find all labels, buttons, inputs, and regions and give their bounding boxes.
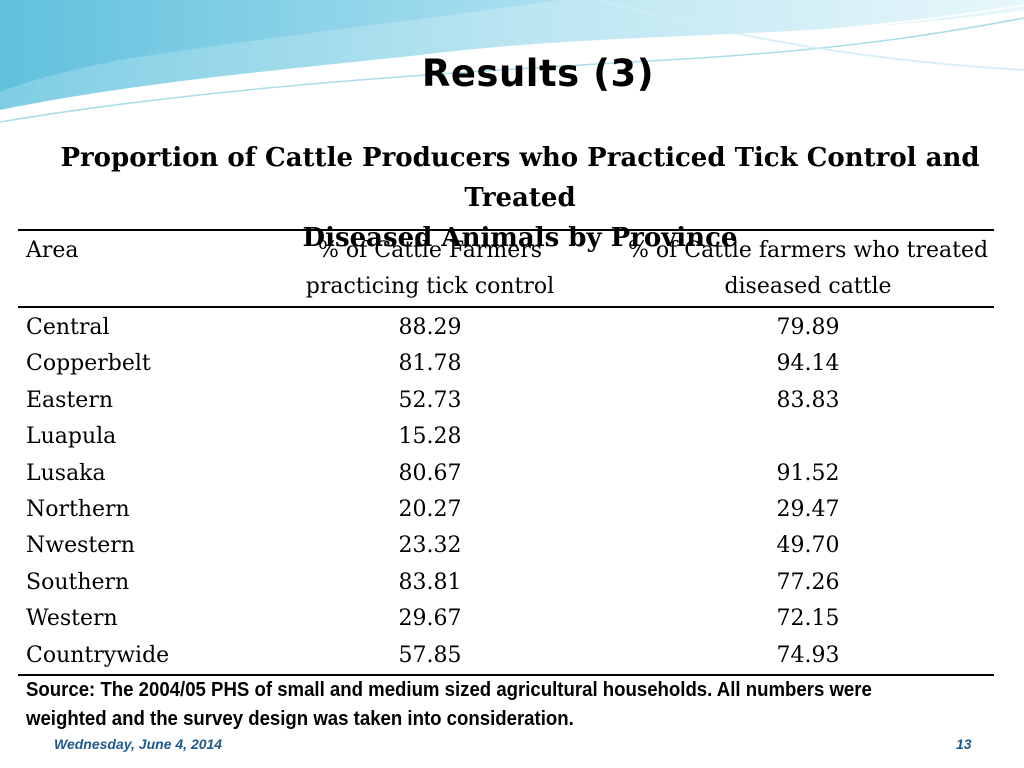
cell-treated: 83.83 bbox=[776, 387, 840, 413]
cell-area: Countrywide bbox=[18, 637, 238, 677]
table-row: Luapula 15.28 bbox=[18, 419, 994, 455]
cell-treated: 77.26 bbox=[776, 569, 840, 595]
cell-area: Lusaka bbox=[26, 460, 106, 486]
header-wave-decoration bbox=[0, 0, 1024, 123]
header-treated-line-1: % of Cattle farmers who treated bbox=[627, 238, 989, 263]
cell-area: Copperbelt bbox=[26, 351, 151, 377]
cell-area: Eastern bbox=[26, 387, 114, 413]
table-row: Nwestern 23.32 49.70 bbox=[18, 528, 994, 564]
cell-tick: 81.78 bbox=[398, 351, 462, 377]
table-row: Eastern 52.73 83.83 bbox=[18, 383, 994, 419]
header-tick-line-1: % of Cattle Farmers bbox=[317, 238, 543, 263]
cell-tick: 20.27 bbox=[398, 497, 462, 523]
cell-treated: 49.70 bbox=[776, 533, 840, 559]
table-row: Southern 83.81 77.26 bbox=[18, 565, 994, 601]
table-row: Lusaka 80.67 91.52 bbox=[18, 456, 994, 492]
cell-tick: 80.67 bbox=[398, 460, 462, 486]
cell-area: Luapula bbox=[26, 424, 117, 450]
cell-tick: 29.67 bbox=[398, 606, 462, 632]
cell-area: Nwestern bbox=[26, 533, 135, 559]
cell-area: Northern bbox=[26, 497, 130, 523]
cell-tick: 52.73 bbox=[398, 387, 462, 413]
cell-treated: 29.47 bbox=[776, 497, 840, 523]
province-table: Area % of Cattle Farmers practicing tick… bbox=[18, 229, 994, 677]
table-row: Western 29.67 72.15 bbox=[18, 601, 994, 637]
cell-treated: 91.52 bbox=[776, 460, 840, 486]
cell-tick: 83.81 bbox=[398, 569, 462, 595]
table-row: Countrywide 57.85 74.93 bbox=[18, 637, 994, 677]
source-line-2: weighted and the survey design was taken… bbox=[26, 708, 574, 730]
cell-treated: 74.93 bbox=[622, 637, 994, 677]
header-treated: % of Cattle farmers who treated diseased… bbox=[622, 229, 994, 308]
source-note: Source: The 2004/05 PHS of small and med… bbox=[26, 676, 942, 734]
cell-treated: 94.14 bbox=[776, 351, 840, 377]
footer-date: Wednesday, June 4, 2014 bbox=[54, 736, 223, 752]
cell-area: Central bbox=[26, 315, 110, 340]
cell-treated bbox=[622, 419, 994, 455]
table-row: Northern 20.27 29.47 bbox=[18, 492, 994, 528]
cell-treated: 72.15 bbox=[776, 606, 840, 632]
slide-title: Results (3) bbox=[421, 52, 655, 95]
cell-tick: 15.28 bbox=[398, 424, 462, 450]
header-tick-control: % of Cattle Farmers practicing tick cont… bbox=[238, 229, 622, 308]
header-treated-line-2: diseased cattle bbox=[724, 274, 892, 299]
table-header-row: Area % of Cattle Farmers practicing tick… bbox=[18, 229, 994, 308]
source-line-1: Source: The 2004/05 PHS of small and med… bbox=[26, 679, 872, 701]
caption-line-1: Proportion of Cattle Producers who Pract… bbox=[60, 143, 980, 213]
table-row: Copperbelt 81.78 94.14 bbox=[18, 346, 994, 382]
table-row: Central 88.29 79.89 bbox=[18, 307, 994, 346]
cell-treated: 79.89 bbox=[776, 315, 840, 340]
cell-tick: 88.29 bbox=[398, 315, 462, 340]
cell-area: Western bbox=[26, 606, 118, 632]
page-number: 13 bbox=[956, 736, 972, 752]
cell-tick: 57.85 bbox=[238, 637, 622, 677]
header-tick-line-2: practicing tick control bbox=[305, 274, 555, 299]
cell-tick: 23.32 bbox=[398, 533, 462, 559]
cell-area: Southern bbox=[26, 569, 130, 595]
header-area: Area bbox=[18, 229, 238, 308]
